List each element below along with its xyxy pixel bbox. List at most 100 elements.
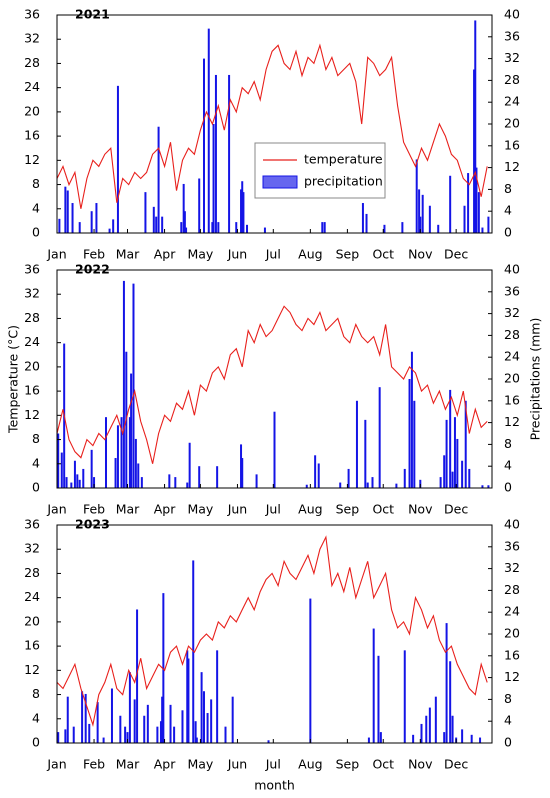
precipitation-bar [487, 216, 490, 233]
precipitation-bar [90, 211, 93, 233]
y2-tick-label: 8 [504, 436, 512, 451]
y-tick-label: 0 [32, 735, 40, 750]
x-tick-label: Aug [298, 502, 322, 517]
precipitation-bar [364, 419, 367, 488]
y-tick-label: 32 [24, 286, 40, 301]
precipitation-bar [70, 482, 73, 488]
x-tick-label: Apr [154, 502, 176, 517]
precipitation-bar [84, 693, 87, 743]
y-tick-label: 20 [24, 358, 40, 373]
x-tick-label: Mar [116, 247, 140, 262]
legend-swatch [262, 175, 298, 189]
y2-tick-label: 20 [504, 371, 520, 386]
x-tick-label: Jun [227, 502, 248, 517]
x-tick-label: Jan [46, 757, 66, 772]
precipitation-bar [128, 672, 131, 743]
y2-axis-label: Precipitations (mm) [528, 318, 543, 441]
x-tick-label: Aug [298, 757, 322, 772]
precipitation-bar [235, 222, 238, 233]
legend-box [254, 142, 386, 199]
precipitation-bar [361, 203, 364, 233]
precipitation-bar [216, 466, 219, 488]
precipitation-bar [456, 438, 459, 488]
precipitation-bar [93, 477, 96, 488]
x-tick-label: Feb [83, 247, 105, 262]
precipitation-bar [401, 222, 404, 233]
x-axis-label: month [254, 778, 295, 793]
precipitation-bar [240, 189, 243, 233]
precipitation-bar [146, 704, 149, 743]
precipitation-bar [120, 417, 123, 488]
precipitation-bar [57, 433, 60, 488]
precipitation-bar [188, 442, 191, 488]
y2-tick-label: 32 [504, 305, 520, 320]
precipitation-bar [185, 227, 188, 233]
y2-tick-label: 16 [504, 137, 520, 152]
x-tick-label: Feb [83, 757, 105, 772]
precipitation-bar [445, 419, 448, 488]
precipitation-bar [246, 224, 249, 233]
precipitation-bar [136, 609, 139, 743]
precipitation-bar [443, 455, 446, 488]
y-tick-label: 8 [32, 686, 40, 701]
precipitation-bar [443, 732, 446, 743]
precipitation-bar [365, 213, 368, 233]
precipitation-bar [200, 672, 203, 743]
y-tick-label: 4 [32, 200, 40, 215]
y2-tick-label: 40 [504, 517, 520, 532]
x-tick-label: Jul [265, 757, 281, 772]
y-tick-label: 32 [24, 31, 40, 46]
precipitation-bar [78, 479, 81, 488]
y2-tick-label: 40 [504, 262, 520, 277]
precipitation-bar [157, 126, 160, 233]
precipitation-bar [214, 74, 217, 233]
precipitation-bar [428, 205, 431, 233]
precipitation-bar [241, 458, 244, 488]
x-tick-label: Aug [298, 247, 322, 262]
precipitation-bar [210, 699, 213, 743]
precipitation-bar [216, 650, 219, 743]
y-tick-label: 16 [24, 638, 40, 653]
precipitation-bar [412, 734, 415, 743]
y2-tick-label: 28 [504, 72, 520, 87]
precipitation-bar [273, 411, 276, 488]
x-tick-label: Sep [336, 757, 360, 772]
precipitation-bar [82, 468, 85, 488]
precipitation-bar [428, 707, 431, 743]
y-tick-label: 36 [24, 517, 40, 532]
precipitation-bar [434, 696, 437, 743]
precipitation-bar [467, 173, 470, 233]
precipitation-bar [116, 425, 119, 488]
precipitation-bar [162, 593, 165, 743]
y-axis-label: Temperature (°C) [6, 325, 21, 434]
precipitation-bar [134, 438, 137, 488]
precipitation-bar [119, 715, 122, 743]
x-tick-label: Nov [408, 502, 433, 517]
precipitation-bar [195, 737, 198, 743]
precipitation-bar [57, 732, 60, 743]
y-tick-label: 0 [32, 480, 40, 495]
temperature-line [56, 43, 488, 209]
x-tick-label: Jun [227, 757, 248, 772]
precipitation-bar [321, 222, 324, 233]
precipitation-bar [413, 400, 416, 488]
precipitation-bar [174, 477, 177, 488]
precipitation-bar [242, 192, 245, 233]
precipitation-bar [66, 190, 69, 233]
precipitation-bar [76, 474, 79, 488]
precipitation-bar [110, 688, 113, 743]
precipitation-bar [449, 661, 452, 743]
precipitation-bar [323, 222, 326, 233]
y2-tick-label: 20 [504, 626, 520, 641]
precipitation-bar [130, 373, 133, 488]
precipitation-bar [378, 387, 381, 488]
y-tick-label: 28 [24, 565, 40, 580]
precipitation-bar [468, 468, 471, 488]
y-tick-label: 4 [32, 455, 40, 470]
y2-tick-label: 12 [504, 414, 520, 429]
precipitation-bar [143, 715, 146, 743]
precipitation-bar [309, 598, 312, 743]
y2-tick-label: 16 [504, 392, 520, 407]
precipitation-bar [132, 283, 135, 488]
